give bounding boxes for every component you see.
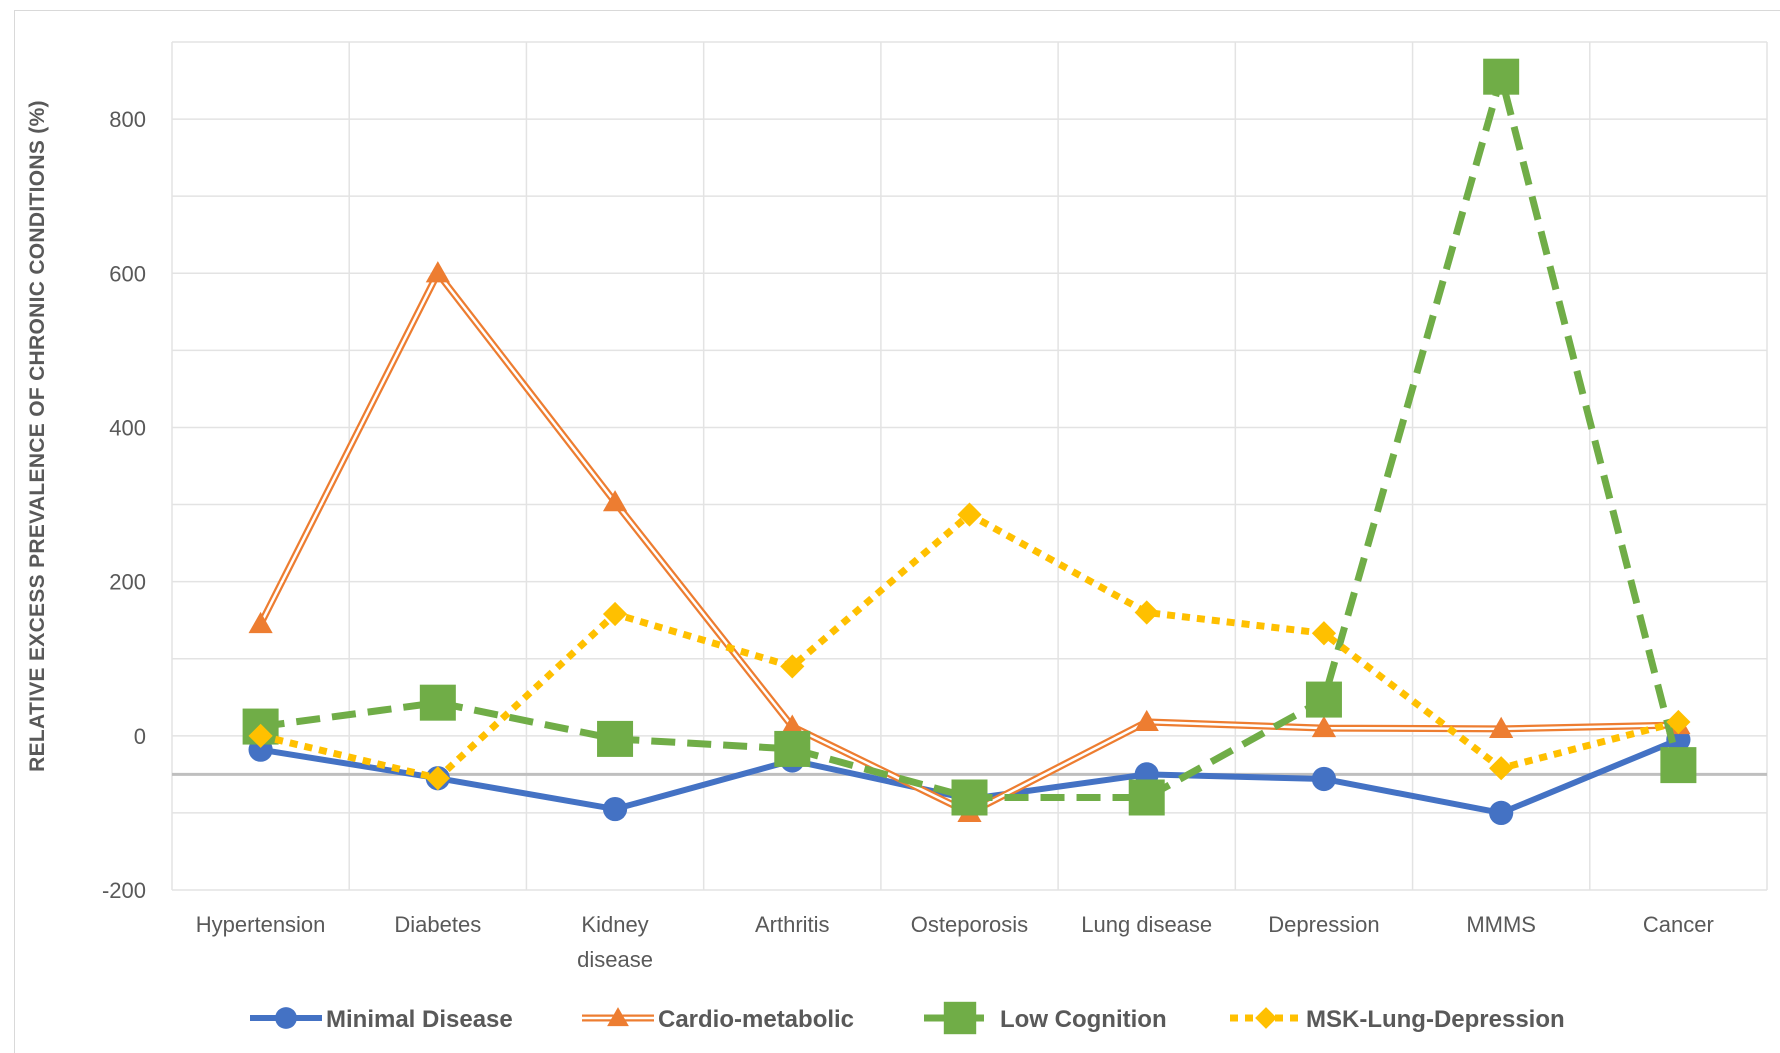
x-tick-label: MMMS: [1466, 912, 1536, 937]
data-point: [1311, 621, 1337, 646]
data-point: [425, 261, 450, 283]
data-point: [1128, 779, 1165, 816]
data-point: [1134, 709, 1159, 732]
y-tick-label: 600: [109, 261, 146, 286]
series-msk-lung-depression: [248, 502, 1691, 791]
data-point: [774, 730, 811, 767]
data-point: [1489, 756, 1514, 781]
legend-label: Low Cognition: [1000, 1006, 1167, 1033]
data-point: [602, 601, 628, 627]
series-group: [242, 58, 1697, 826]
data-point: [597, 720, 634, 757]
legend-label: Cardio-metabolic: [658, 1006, 854, 1033]
legend-label: MSK-Lung-Depression: [1306, 1006, 1565, 1033]
data-point: [1311, 716, 1337, 738]
data-point: [1305, 681, 1342, 718]
x-tick-label: Lung disease: [1081, 912, 1212, 937]
data-point: [1483, 58, 1520, 95]
chart-frame: [14, 10, 1780, 1053]
legend-item: Minimal Disease: [250, 1006, 513, 1033]
x-tick-label: Depression: [1268, 912, 1379, 937]
data-point: [1666, 709, 1691, 735]
data-point: [1311, 766, 1337, 792]
legend-marker: [607, 1007, 629, 1027]
x-tick-labels: Hypertension Diabetes Kidney disease Arthrit…: [196, 912, 1714, 972]
data-point: [1660, 747, 1697, 784]
data-point: [602, 490, 628, 512]
data-point: [780, 714, 805, 736]
x-tick-label: Osteporosis: [911, 912, 1028, 937]
legend-marker: [275, 1007, 297, 1029]
data-point: [602, 796, 628, 822]
data-point: [1134, 600, 1159, 625]
x-tick-label: Hypertension: [196, 912, 326, 937]
legend-item: MSK-Lung-Depression: [1230, 1006, 1565, 1033]
y-tick-labels: -200 0 200 400 600 800: [102, 107, 146, 903]
legend-item: Cardio-metabolic: [582, 1006, 854, 1033]
series-low-cognition: [242, 58, 1697, 816]
legend-marker: [1255, 1007, 1277, 1029]
legend-item: Low Cognition: [924, 1001, 1167, 1035]
x-tick-label: Diabetes: [394, 912, 481, 937]
x-tick-label: Arthritis: [755, 912, 830, 937]
series-cardio-metabolic: [248, 261, 1691, 822]
x-tick-label: Cancer: [1643, 912, 1714, 937]
y-tick-label: -200: [102, 878, 146, 903]
y-tick-label: 400: [109, 415, 146, 440]
y-tick-label: 800: [109, 107, 146, 132]
data-point: [248, 723, 273, 748]
y-tick-label: 0: [134, 724, 146, 749]
data-point: [1489, 800, 1514, 826]
x-tick-label: Kidney disease: [577, 912, 653, 972]
data-point: [1489, 716, 1514, 738]
legend-marker: [943, 1001, 977, 1035]
data-point: [957, 502, 982, 527]
legend: Minimal Disease Cardio-metabolic Low Cogni…: [250, 1001, 1565, 1035]
data-point: [425, 766, 450, 791]
data-point: [780, 654, 805, 679]
legend-label: Minimal Disease: [326, 1006, 513, 1033]
data-point: [951, 779, 988, 816]
y-axis-label: RELATIVE EXCESS PREVALENCE OF CHRONIC CO…: [26, 100, 49, 772]
y-tick-label: 200: [109, 570, 146, 595]
data-point: [248, 611, 273, 634]
data-point: [419, 684, 456, 721]
